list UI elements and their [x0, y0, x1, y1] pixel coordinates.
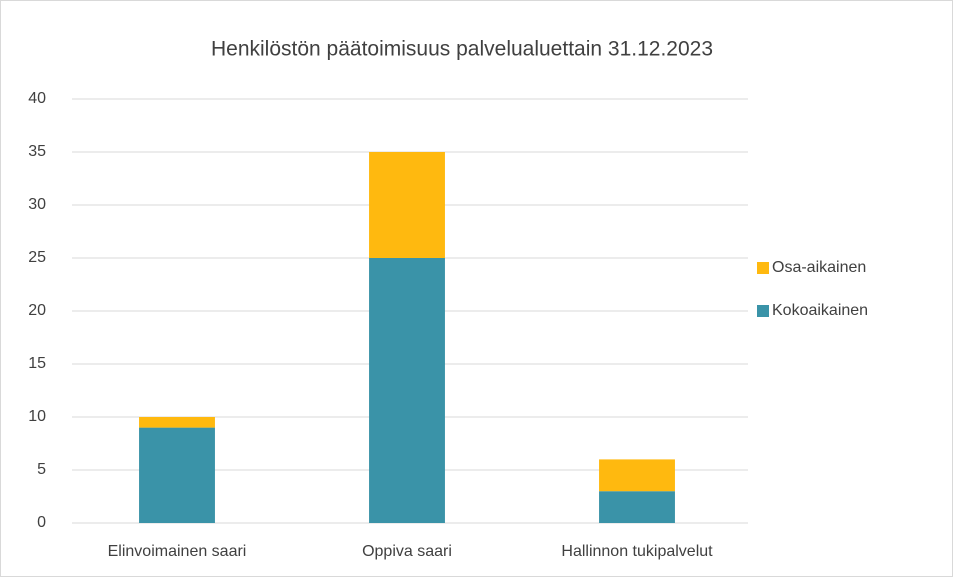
legend-swatch	[757, 305, 769, 317]
legend-label: Osa-aikainen	[772, 259, 866, 276]
x-tick-label: Elinvoimainen saari	[108, 543, 247, 560]
y-tick-label: 20	[28, 302, 46, 319]
y-tick-label: 5	[37, 461, 46, 478]
bar-segment	[139, 417, 215, 428]
y-tick-label: 35	[28, 143, 46, 160]
y-tick-label: 25	[28, 249, 46, 266]
y-tick-label: 0	[37, 514, 46, 531]
bar-segment	[369, 152, 445, 258]
y-tick-label: 10	[28, 408, 46, 425]
bar-segment	[599, 491, 675, 523]
legend-swatch	[757, 262, 769, 274]
y-tick-label: 15	[28, 355, 46, 372]
x-tick-label: Oppiva saari	[362, 543, 452, 560]
bar-segment	[369, 258, 445, 523]
y-tick-label: 40	[28, 90, 46, 107]
y-tick-label: 30	[28, 196, 46, 213]
bar-segment	[599, 459, 675, 492]
chart-title: Henkilöstön päätoimisuus palvelualuettai…	[211, 38, 713, 61]
x-tick-label: Hallinnon tukipalvelut	[561, 543, 713, 560]
legend-label: Kokoaikainen	[772, 302, 868, 319]
bar-segment	[139, 427, 215, 523]
